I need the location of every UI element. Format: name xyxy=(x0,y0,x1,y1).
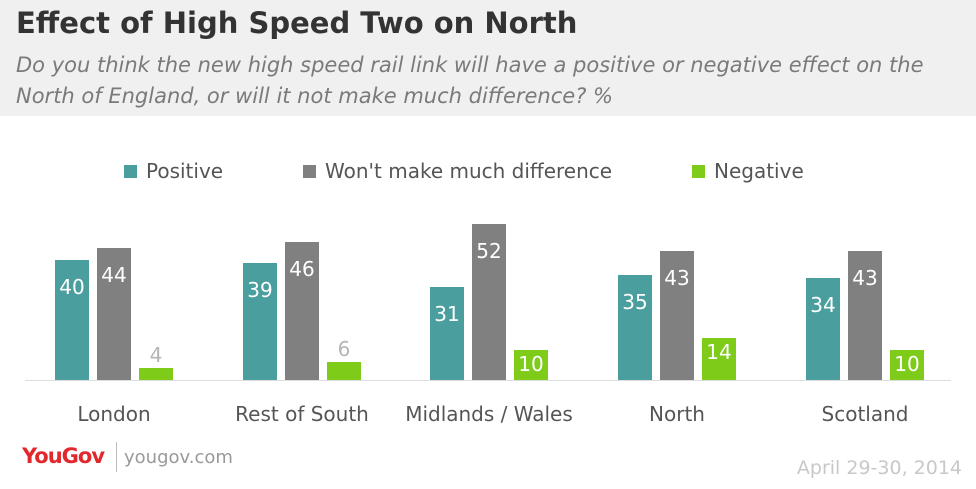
bar-positive xyxy=(430,287,464,380)
footer-divider xyxy=(116,442,117,472)
header-band: Effect of High Speed Two on North Do you… xyxy=(0,0,976,116)
data-label-positive: 31 xyxy=(434,302,459,326)
bar-negative xyxy=(702,338,736,380)
legend-item-positive: Positive xyxy=(124,156,223,186)
bar-negative xyxy=(139,368,173,380)
bar-positive xyxy=(806,278,840,380)
data-label-difference: 43 xyxy=(852,266,877,290)
data-label-difference: 43 xyxy=(664,266,689,290)
category-label: Scotland xyxy=(822,402,909,426)
legend-label-difference: Won't make much difference xyxy=(325,159,613,183)
data-label-negative: 4 xyxy=(150,343,163,367)
legend: Positive Won't make much difference Nega… xyxy=(0,156,976,186)
bar-negative xyxy=(890,350,924,380)
footer-date: April 29-30, 2014 xyxy=(796,457,962,479)
data-label-positive: 34 xyxy=(810,293,835,317)
footer-url: yougov.com xyxy=(124,447,233,468)
data-label-difference: 44 xyxy=(101,263,126,287)
data-label-positive: 40 xyxy=(59,275,84,299)
category-label: North xyxy=(649,402,705,426)
data-label-negative: 10 xyxy=(894,352,919,376)
category-label: London xyxy=(77,402,150,426)
legend-label-negative: Negative xyxy=(714,159,804,183)
category-label: Rest of South xyxy=(235,402,369,426)
bar-difference xyxy=(848,251,882,380)
chart-title: Effect of High Speed Two on North xyxy=(16,6,578,40)
bar-difference xyxy=(285,242,319,380)
legend-swatch-difference xyxy=(303,164,316,178)
data-label-negative: 14 xyxy=(706,340,731,364)
bar-difference xyxy=(660,251,694,380)
chart-subtitle: Do you think the new high speed rail lin… xyxy=(16,53,924,108)
bar-negative xyxy=(327,362,361,380)
data-label-difference: 46 xyxy=(289,257,314,281)
legend-item-negative: Negative xyxy=(692,156,804,186)
data-label-negative: 6 xyxy=(338,337,351,361)
bar-positive xyxy=(243,263,277,380)
legend-item-difference: Won't make much difference xyxy=(303,156,612,186)
category-label: Midlands / Wales xyxy=(405,402,573,426)
legend-swatch-negative xyxy=(692,164,705,178)
data-label-positive: 39 xyxy=(247,278,272,302)
bar-difference xyxy=(472,224,506,380)
yougov-logo: YouGov xyxy=(22,444,105,468)
legend-swatch-positive xyxy=(124,164,137,178)
bar-difference xyxy=(97,248,131,380)
data-label-negative: 10 xyxy=(518,352,543,376)
data-label-positive: 35 xyxy=(622,290,647,314)
bar-positive xyxy=(55,260,89,380)
data-label-difference: 52 xyxy=(476,239,501,263)
bar-negative xyxy=(514,350,548,380)
bar-positive xyxy=(618,275,652,380)
legend-label-positive: Positive xyxy=(146,159,224,183)
